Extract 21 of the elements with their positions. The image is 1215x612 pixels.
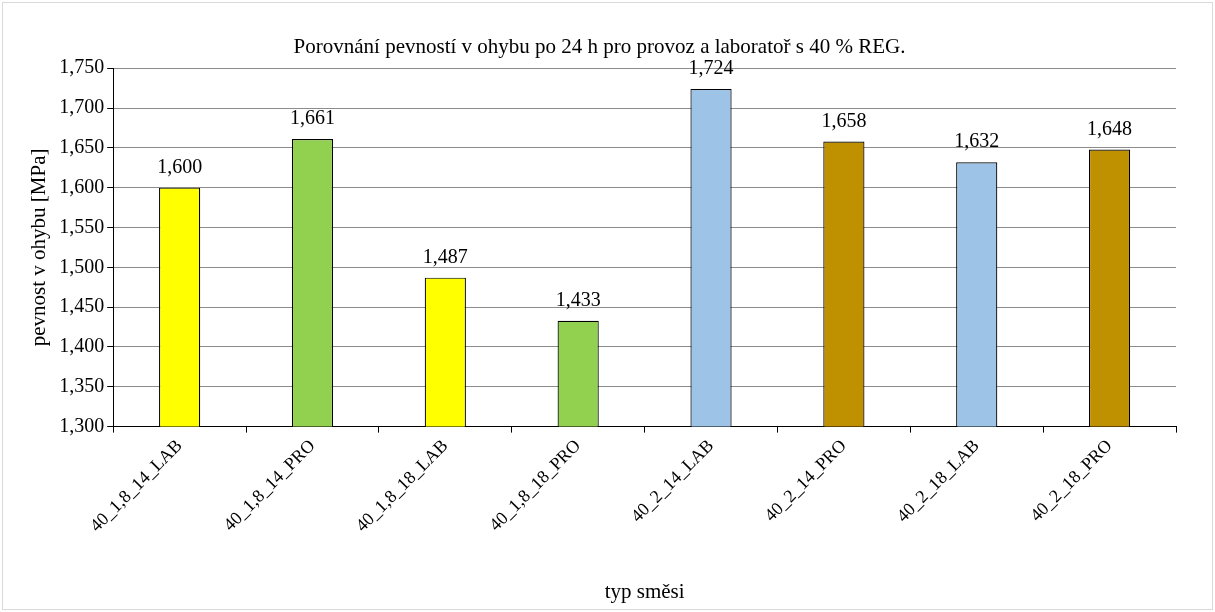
data-label: 1,433 bbox=[555, 287, 601, 310]
data-label: 1,661 bbox=[289, 106, 335, 129]
y-tick-label: 1,400 bbox=[59, 334, 105, 357]
y-tick-label: 1,550 bbox=[59, 214, 105, 237]
y-tick-label: 1,700 bbox=[59, 95, 105, 118]
y-tick-label: 1,600 bbox=[59, 174, 105, 197]
data-label: 1,648 bbox=[1087, 116, 1133, 139]
data-label: 1,724 bbox=[688, 56, 734, 79]
data-label: 1,632 bbox=[954, 129, 1000, 152]
chart-title: Porovnání pevností v ohybu po 24 h pro provoz a laboratoř s 40 % REG. bbox=[293, 34, 906, 59]
data-label: 1,658 bbox=[821, 108, 867, 131]
data-label: 1,600 bbox=[157, 154, 203, 177]
y-tick-label: 1,450 bbox=[59, 294, 105, 317]
y-tick-label: 1,750 bbox=[59, 55, 105, 78]
data-label: 1,487 bbox=[422, 244, 468, 267]
y-tick-label: 1,350 bbox=[59, 374, 105, 397]
x-axis-title: typ směsi bbox=[604, 578, 685, 603]
y-tick-label: 1,500 bbox=[59, 254, 105, 277]
y-tick-label: 1,300 bbox=[59, 413, 105, 436]
y-tick-label: 1,650 bbox=[59, 135, 105, 158]
y-axis-title: pevnost v ohybu [MPa] bbox=[26, 148, 51, 347]
